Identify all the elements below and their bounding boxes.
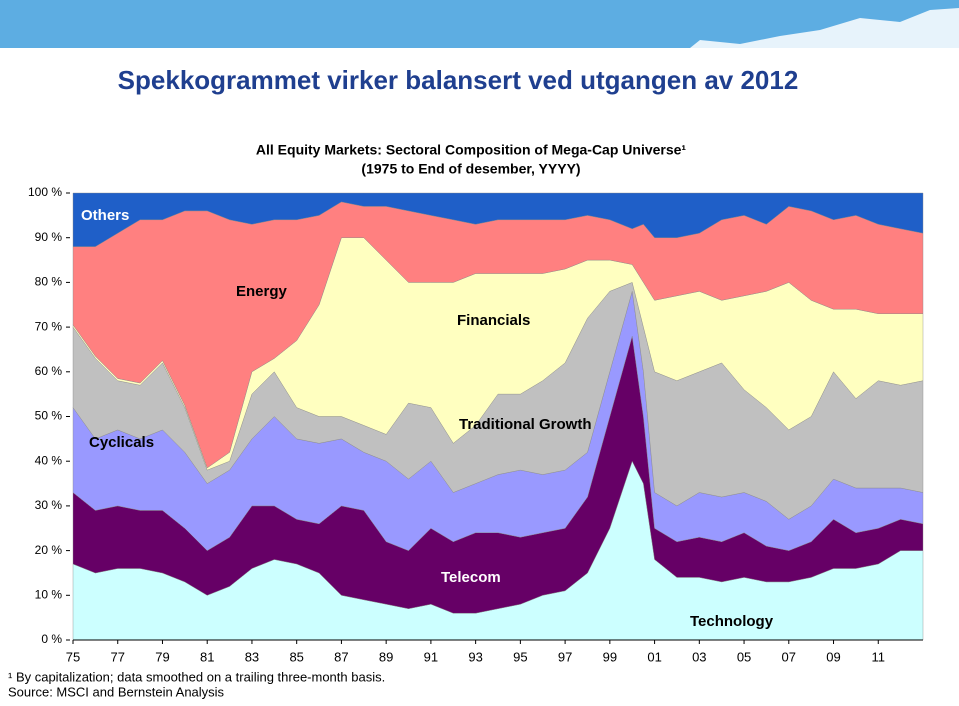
- y-tick-label: 90 %: [35, 230, 63, 244]
- x-tick-label: 79: [155, 649, 169, 664]
- x-tick-label: 85: [289, 649, 303, 664]
- x-tick-label: 07: [782, 649, 796, 664]
- x-tick-label: 97: [558, 649, 572, 664]
- area: [72, 192, 924, 247]
- x-tick-label: 95: [513, 649, 527, 664]
- x-tick-label: 05: [737, 649, 751, 664]
- x-tick-label: 89: [379, 649, 393, 664]
- y-tick-label: 60 %: [35, 364, 63, 378]
- banner-shape: [690, 8, 959, 48]
- y-tick-label: 100 %: [28, 185, 62, 199]
- y-tick-label: 40 %: [35, 453, 63, 467]
- x-tick-label: 93: [468, 649, 482, 664]
- y-tick-label: 10 %: [35, 587, 63, 601]
- y-tick-label: 20 %: [35, 543, 63, 557]
- y-tick-label: 80 %: [35, 275, 63, 289]
- x-tick-label: 81: [200, 649, 214, 664]
- y-tick-label: 0 %: [41, 632, 62, 646]
- x-tick-label: 99: [603, 649, 617, 664]
- series-label: Cyclicals: [89, 434, 154, 451]
- y-tick-label: 30 %: [35, 498, 63, 512]
- y-tick-label: 50 %: [35, 409, 63, 423]
- x-tick-label: 09: [826, 649, 840, 664]
- footnote: ¹ By capitalization; data smoothed on a …: [8, 669, 385, 684]
- x-tick-label: 83: [245, 649, 259, 664]
- series-label: Financials: [457, 312, 530, 329]
- source: Source: MSCI and Bernstein Analysis: [8, 684, 225, 699]
- x-tick-label: 87: [334, 649, 348, 664]
- series-label: Energy: [236, 283, 288, 300]
- x-tick-label: 75: [66, 649, 80, 664]
- series-label: Others: [81, 207, 129, 224]
- series-label: Technology: [690, 613, 774, 630]
- series-label: Traditional Growth: [459, 416, 592, 433]
- page-title: Spekkogrammet virker balansert ved utgan…: [118, 65, 799, 95]
- series-label: Telecom: [441, 569, 501, 586]
- chart-subtitle: (1975 to End of desember, YYYY): [361, 161, 580, 177]
- y-tick-label: 70 %: [35, 319, 63, 333]
- chart-title: All Equity Markets: Sectoral Composition…: [256, 142, 687, 158]
- x-tick-label: 77: [111, 649, 125, 664]
- x-tick-label: 91: [424, 649, 438, 664]
- x-tick-label: 03: [692, 649, 706, 664]
- x-tick-label: 01: [647, 649, 661, 664]
- x-tick-label: 11: [872, 649, 886, 664]
